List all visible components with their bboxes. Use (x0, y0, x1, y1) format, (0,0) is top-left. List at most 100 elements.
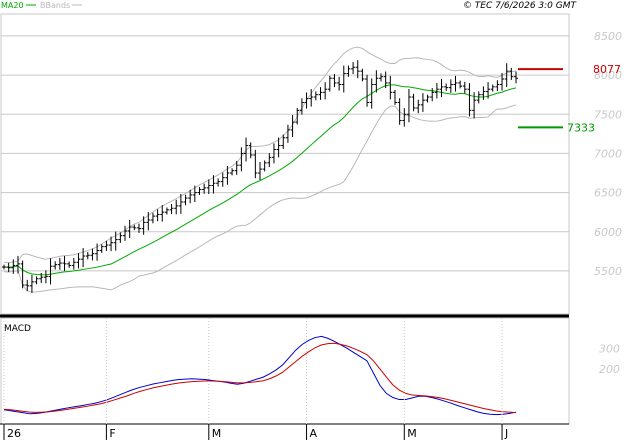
price-bar (351, 62, 356, 74)
resistance-label: 8077 (593, 63, 621, 76)
x-axis-label: M (407, 427, 417, 440)
price-bar (15, 255, 20, 274)
x-axis-label: A (310, 427, 318, 440)
price-bar (20, 260, 25, 289)
price-bar (39, 272, 44, 283)
price-bar (365, 74, 370, 107)
price-bar (444, 83, 449, 91)
price-bar (276, 137, 281, 158)
x-axis-label: 26 (7, 427, 21, 440)
price-bar (239, 147, 244, 172)
price-bars (2, 60, 518, 293)
price-bar (472, 92, 477, 119)
bbands-lower-line (3, 104, 517, 293)
price-bar (136, 223, 141, 233)
price-bar (486, 82, 491, 99)
price-bar (141, 216, 146, 235)
price-bar (425, 94, 430, 103)
price-bar (11, 259, 16, 274)
price-bar (183, 194, 188, 206)
price-bar (369, 78, 374, 109)
macd-panel: MACD 300 200 (0, 317, 620, 425)
price-y-tick-label: 6000 (594, 226, 622, 239)
price-y-tick-label: 7500 (594, 108, 622, 121)
price-bar (197, 187, 202, 195)
price-bar (174, 199, 179, 215)
price-bar (304, 92, 309, 109)
price-bar (313, 91, 318, 101)
price-bar (113, 231, 118, 251)
x-axis-label: F (109, 427, 115, 440)
price-bar (211, 175, 216, 194)
price-bar (355, 60, 360, 79)
macd-y-tick-label: 200 (599, 363, 620, 376)
price-bar (150, 212, 155, 224)
price-bar (118, 232, 123, 243)
price-bar (206, 179, 211, 194)
price-bar (62, 256, 67, 271)
price-bar (67, 261, 72, 268)
price-bar (495, 80, 500, 92)
price-bar (420, 93, 425, 112)
bbands-upper-line (3, 46, 517, 264)
price-bar (76, 253, 81, 269)
price-bar (434, 83, 439, 99)
price-bar (160, 205, 165, 222)
price-panel: 8500 8000 7500 7000 6500 6000 5500 8077 7333 (0, 13, 622, 315)
price-bar (453, 75, 458, 92)
macd-lines (3, 335, 517, 416)
legend-bbands-label: BBands (40, 1, 70, 10)
price-bar (71, 258, 76, 270)
ma20-series (3, 84, 517, 276)
price-bar (99, 244, 104, 253)
price-bar (34, 276, 39, 285)
price-bar (104, 240, 109, 251)
price-bar (81, 248, 86, 268)
price-bar (202, 183, 207, 194)
price-bar (402, 108, 407, 127)
price-y-tick-label: 8000 (594, 69, 622, 82)
x-axis: 26 F M A M J (0, 318, 569, 440)
price-bar (230, 168, 235, 176)
price-bar (514, 71, 518, 84)
price-bar (481, 86, 486, 100)
price-bar (500, 72, 505, 91)
price-bar (346, 65, 351, 77)
price-bar (43, 270, 48, 284)
price-bar (192, 185, 197, 202)
price-bar (267, 153, 272, 168)
price-y-tick-label: 6500 (594, 187, 622, 200)
price-bar (416, 99, 421, 114)
price-bar (406, 89, 411, 123)
x-axis-label: M (212, 427, 222, 440)
price-bar (318, 87, 323, 100)
price-bar (188, 189, 193, 204)
x-axis-label: J (504, 427, 508, 440)
price-bar (48, 258, 53, 285)
ma20-line (3, 84, 517, 276)
price-bar (379, 73, 384, 82)
price-bar (216, 178, 221, 187)
price-bar (509, 67, 514, 80)
price-bar (397, 98, 402, 125)
price-bar (332, 74, 337, 88)
price-bar (281, 134, 286, 149)
price-bar (90, 248, 95, 261)
price-bar (109, 236, 114, 252)
price-bar (132, 224, 137, 231)
price-bar (127, 220, 132, 239)
copyright-label: © TEC 7/6/2026 3:0 GMT (463, 1, 578, 11)
price-bar (388, 75, 393, 100)
price-bar (248, 142, 253, 159)
price-bar (234, 160, 239, 175)
macd-title: MACD (4, 324, 31, 334)
price-bar (244, 137, 249, 162)
price-bar (392, 89, 397, 105)
price-bar (411, 93, 416, 112)
price-bar (146, 212, 151, 231)
price-bar (155, 209, 160, 222)
price-bar (383, 71, 388, 89)
macd-y-tick-label: 300 (599, 343, 620, 356)
price-bar (309, 89, 314, 107)
